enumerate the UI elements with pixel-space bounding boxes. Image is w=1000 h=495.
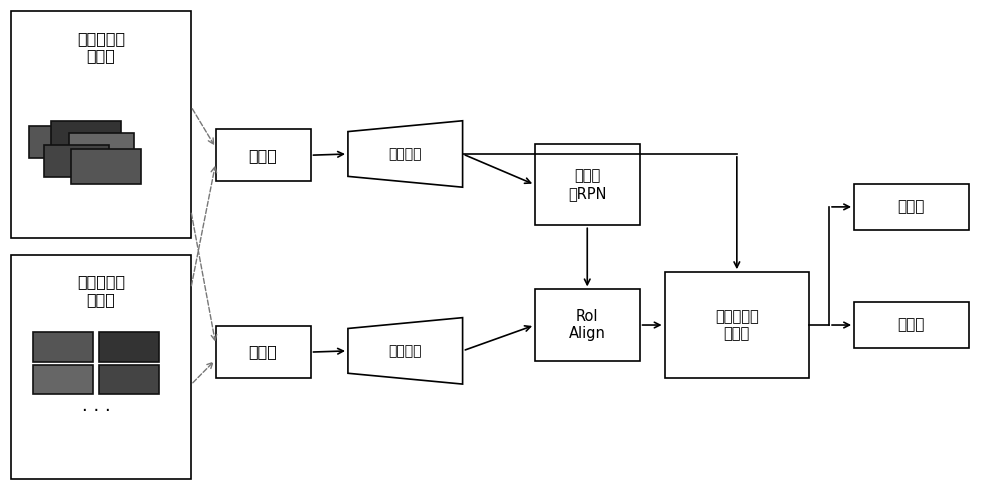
Bar [854,184,969,230]
Text: 支持集: 支持集 [249,148,278,163]
Text: 查询集: 查询集 [249,345,278,359]
Text: 感兴趣区域
特征图: 感兴趣区域 特征图 [715,309,759,341]
Text: RoI
Align: RoI Align [569,309,606,341]
Bar [99,365,159,394]
Text: 原型引
导RPN: 原型引 导RPN [568,168,607,201]
Bar [33,365,93,394]
Polygon shape [348,121,463,187]
Bar [216,129,311,181]
Bar [29,126,94,158]
Text: 回归器: 回归器 [898,317,925,333]
Text: 卷积网络: 卷积网络 [389,344,422,358]
Bar [535,290,640,361]
Bar [44,146,109,177]
Text: 新类（少量
数据）: 新类（少量 数据） [77,275,125,307]
Bar [216,326,311,378]
Bar [99,332,159,362]
Bar [535,144,640,225]
Bar [11,11,191,238]
Bar [69,133,134,165]
Bar [51,121,121,153]
Bar [11,255,191,479]
Polygon shape [348,318,463,384]
Bar [71,149,141,184]
Text: 分类器: 分类器 [898,199,925,214]
Bar [33,332,93,362]
Bar [854,301,969,348]
Text: 卷积网络: 卷积网络 [389,147,422,161]
Text: · · ·: · · · [82,402,110,420]
Bar [665,272,809,378]
Text: 基类（大量
数据）: 基类（大量 数据） [77,31,125,63]
